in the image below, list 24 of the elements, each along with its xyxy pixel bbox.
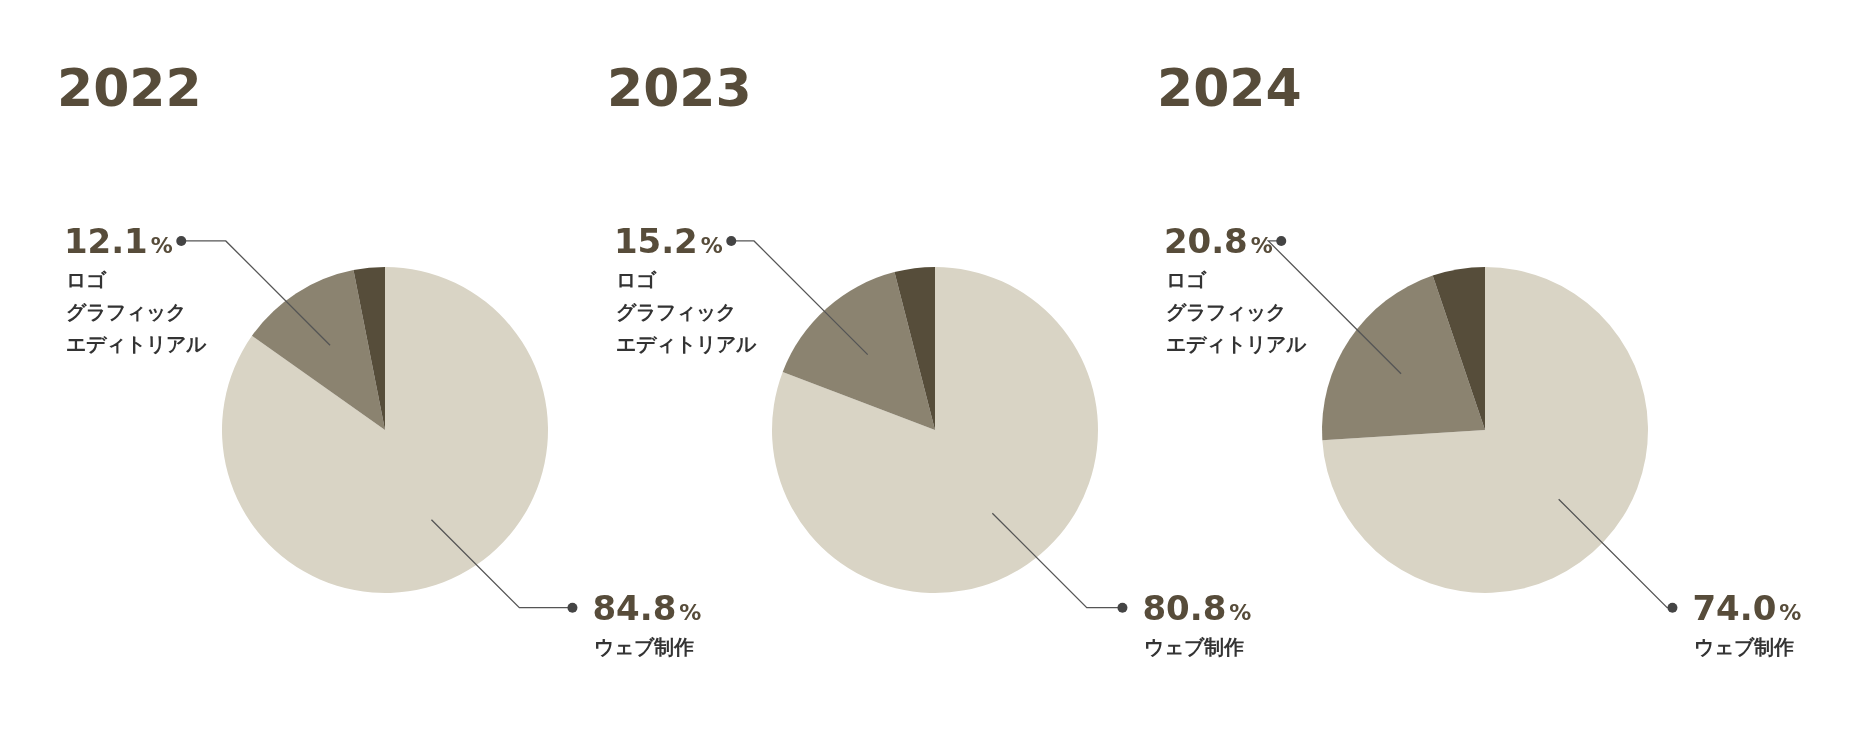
pie-slice	[894, 267, 935, 430]
data-label: 74.0%	[1692, 587, 1802, 628]
chart-title: 2022	[57, 58, 202, 118]
pie-slice	[1322, 267, 1648, 593]
slice-label: ロゴグラフィックエディトリアル	[1165, 267, 1307, 356]
data-label: 12.1%	[63, 220, 173, 261]
slice-label: ロゴグラフィックエディトリアル	[615, 267, 757, 356]
chart-title: 2023	[607, 58, 752, 118]
slice-label: ロゴグラフィックエディトリアル	[65, 267, 207, 356]
slice-label: ウェブ制作	[1694, 634, 1795, 659]
data-label: 15.2%	[613, 220, 723, 261]
pie-slice	[251, 270, 385, 430]
pie-slice	[1322, 275, 1485, 441]
data-label: 80.8%	[1142, 587, 1252, 628]
chart-title: 2024	[1157, 58, 1302, 118]
slice-label: ウェブ制作	[594, 634, 695, 659]
data-label: 20.8%	[1163, 220, 1273, 261]
slice-label: ウェブ制作	[1144, 634, 1245, 659]
pie-slice	[1432, 267, 1485, 430]
pie-slice	[782, 272, 935, 430]
data-label: 84.8%	[592, 587, 702, 628]
pie-slice	[222, 267, 548, 593]
pie-slice	[353, 267, 385, 430]
pie-slice	[772, 267, 1098, 593]
